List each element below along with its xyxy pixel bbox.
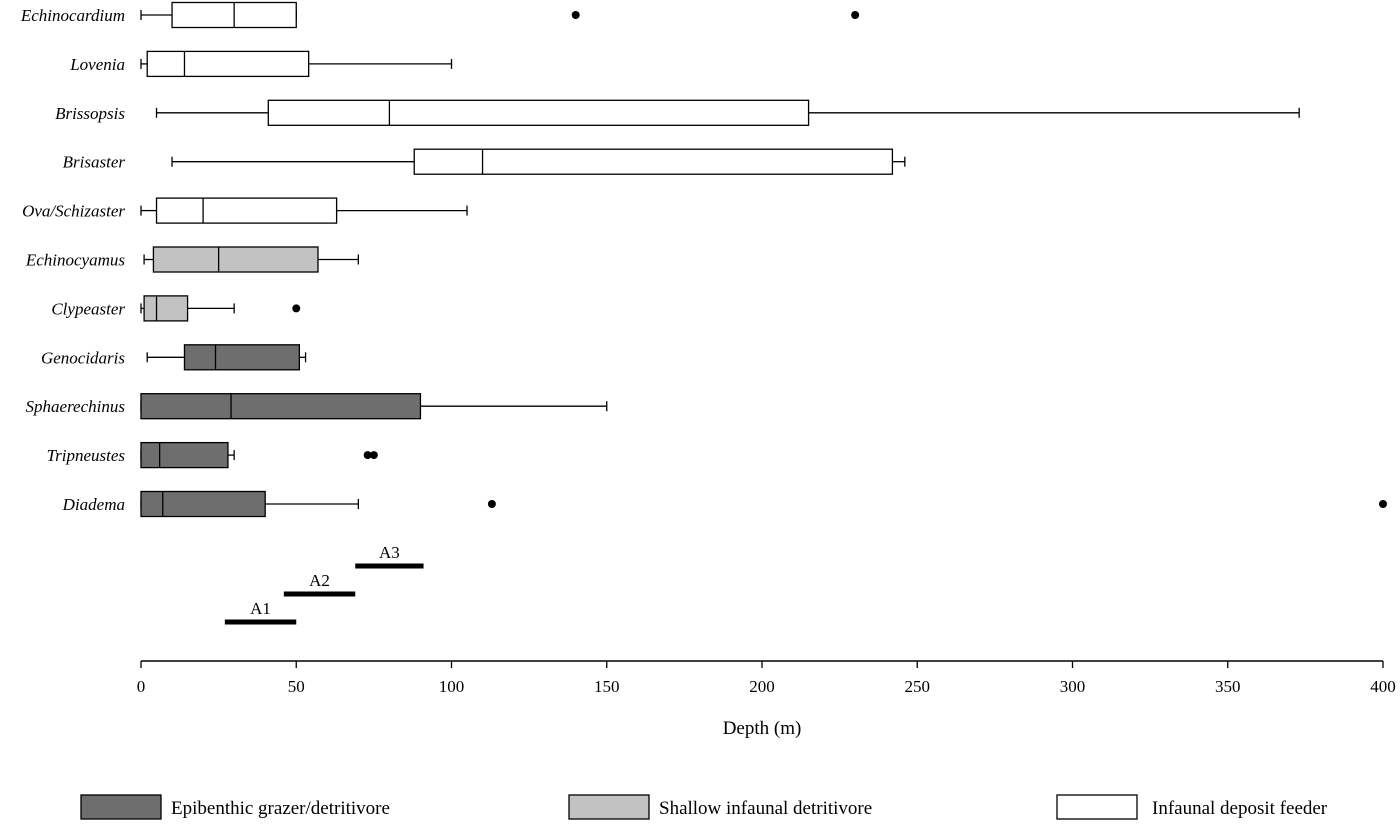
outlier-point	[369, 451, 378, 460]
x-tick-label: 400	[1370, 677, 1396, 696]
box-iqr	[155, 197, 338, 224]
x-tick-label: 250	[905, 677, 931, 696]
species-label: Echinocyamus	[25, 251, 126, 270]
outlier-point	[851, 11, 860, 19]
legend-swatch	[1056, 794, 1138, 820]
box-iqr	[413, 148, 894, 175]
x-tick-label: 50	[288, 677, 305, 696]
box-iqr	[140, 441, 229, 469]
legend-swatch	[568, 794, 650, 820]
boxplot-brisaster: Brisaster	[63, 148, 906, 175]
legend-item-infaunal: Infaunal deposit feeder	[1056, 794, 1328, 820]
boxplot-echinocardium: Echinocardium	[20, 1, 860, 29]
x-tick-label: 350	[1215, 677, 1241, 696]
legend-label: Infaunal deposit feeder	[1152, 798, 1328, 819]
species-label: Genocidaris	[41, 348, 125, 367]
legend: Epibenthic grazer/detritivore Shallow inf…	[80, 794, 1328, 820]
x-tick-label: 150	[594, 677, 620, 696]
box-iqr	[143, 295, 189, 322]
x-axis: Depth (m) 0 50 100 150 200 250 300 350 400	[137, 660, 1396, 739]
depth-range-a2: A2	[283, 571, 356, 597]
boxplot-genocidaris: Genocidaris	[41, 344, 307, 371]
species-label: Tripneustes	[47, 446, 126, 465]
species-label: Diadema	[62, 495, 125, 514]
depth-range-a3: A3	[355, 543, 424, 569]
legend-item-shallow: Shallow infaunal detritivore	[568, 794, 872, 820]
species-label: Lovenia	[69, 55, 125, 74]
legend-item-epibenthic: Epibenthic grazer/detritivore	[80, 794, 390, 820]
boxplot-brissopsis: Brissopsis	[55, 99, 1300, 126]
outlier-point	[487, 500, 496, 508]
legend-label: Shallow infaunal detritivore	[659, 798, 872, 819]
x-tick-label: 300	[1060, 677, 1086, 696]
depth-range-a1: A1	[224, 599, 297, 625]
outlier-point	[571, 11, 580, 19]
boxplot-lovenia: Lovenia	[69, 50, 453, 78]
legend-label: Epibenthic grazer/detritivore	[171, 798, 390, 819]
species-label: Clypeaster	[51, 299, 125, 318]
species-label: Brisaster	[63, 153, 126, 172]
box-iqr	[140, 490, 266, 518]
outlier-point	[1379, 500, 1387, 508]
boxplot-layer: Echinocardium Lovenia Brissopsis Brisaster O…	[20, 1, 1387, 518]
x-tick-label: 100	[439, 677, 465, 696]
depth-range-label: A1	[250, 599, 271, 618]
depth-range-layer: A1 A2 A3	[224, 543, 424, 625]
box-iqr	[140, 393, 422, 420]
x-tick-label: 200	[749, 677, 775, 696]
boxplot-sphaerechinus: Sphaerechinus	[26, 393, 608, 420]
outlier-point	[363, 451, 372, 460]
box-iqr	[183, 344, 301, 371]
boxplot-echinocyamus: Echinocyamus	[25, 246, 360, 273]
species-label: Sphaerechinus	[26, 397, 126, 416]
species-label: Echinocardium	[20, 6, 125, 25]
box-iqr	[267, 99, 810, 126]
boxplot-ova-schizaster: Ova/Schizaster	[22, 197, 468, 224]
species-label: Brissopsis	[55, 104, 125, 123]
depth-range-label: A3	[379, 543, 400, 562]
outlier-point	[292, 304, 301, 313]
x-tick-label: 0	[137, 677, 146, 696]
depth-range-label: A2	[309, 571, 330, 590]
x-axis-title: Depth (m)	[723, 718, 802, 739]
boxplot-tripneustes: Tripneustes	[47, 441, 378, 469]
species-label: Ova/Schizaster	[22, 202, 125, 221]
legend-swatch	[80, 794, 162, 820]
boxplot-clypeaster: Clypeaster	[51, 295, 301, 322]
box-iqr	[152, 246, 319, 273]
boxplot-diadema: Diadema	[62, 490, 1387, 518]
box-iqr	[146, 50, 310, 78]
